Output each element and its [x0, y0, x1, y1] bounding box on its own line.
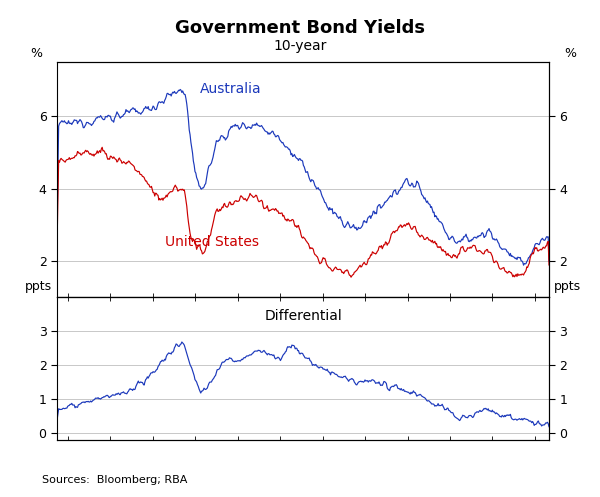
Text: ppts: ppts: [554, 280, 581, 293]
Text: 10-year: 10-year: [274, 39, 326, 53]
Text: Australia: Australia: [200, 82, 262, 96]
Text: Differential: Differential: [264, 309, 342, 323]
Text: United States: United States: [165, 235, 259, 248]
Text: Government Bond Yields: Government Bond Yields: [175, 19, 425, 37]
Text: ppts: ppts: [25, 280, 52, 293]
Text: Sources:  Bloomberg; RBA: Sources: Bloomberg; RBA: [42, 475, 187, 485]
Text: %: %: [30, 47, 42, 60]
Text: %: %: [564, 47, 576, 60]
